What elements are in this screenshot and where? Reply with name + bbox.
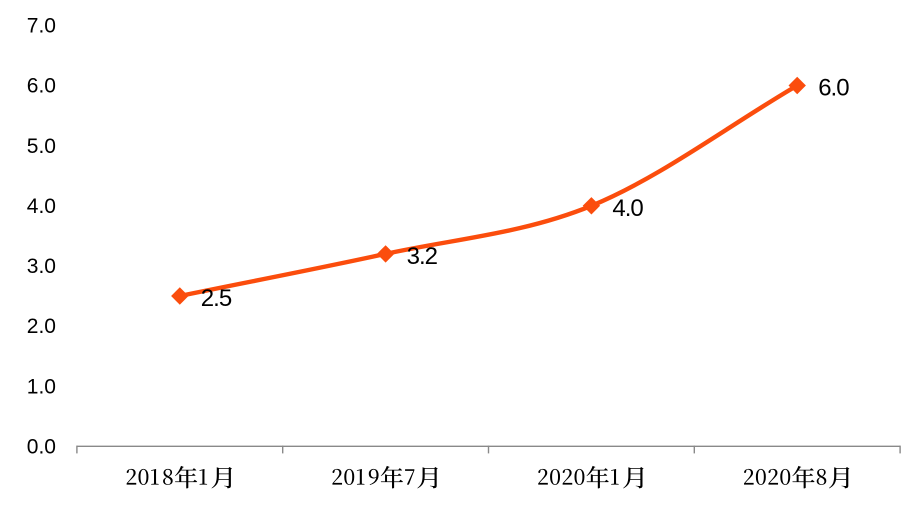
svg-text:1.0: 1.0 (27, 375, 56, 398)
svg-text:2.0: 2.0 (27, 315, 56, 338)
svg-text:6.0: 6.0 (27, 75, 56, 98)
svg-text:4.0: 4.0 (27, 195, 56, 218)
svg-text:5.0: 5.0 (27, 135, 56, 158)
svg-text:3.0: 3.0 (27, 255, 56, 278)
svg-text:6.0: 6.0 (818, 75, 849, 102)
svg-text:0.0: 0.0 (27, 436, 56, 459)
svg-text:2.5: 2.5 (201, 285, 232, 312)
svg-text:3.2: 3.2 (407, 243, 438, 270)
svg-text:7.0: 7.0 (27, 15, 56, 38)
svg-text:4.0: 4.0 (612, 195, 643, 222)
